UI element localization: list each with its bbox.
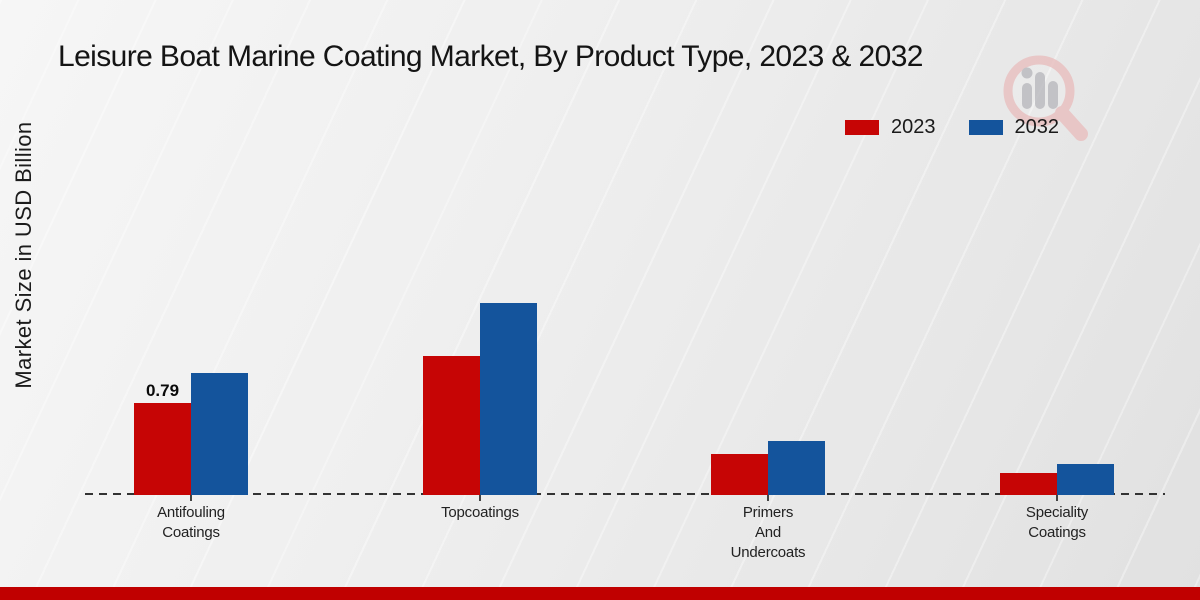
bar-2032-topcoatings[interactable] (480, 303, 537, 495)
category-label-antifouling-coatings: Antifouling Coatings (157, 504, 225, 541)
bar-2023-antifouling-coatings[interactable] (134, 403, 191, 495)
footer-accent-bar (0, 587, 1200, 600)
bar-2023-speciality-coatings[interactable] (1000, 473, 1057, 495)
bar-2032-speciality-coatings[interactable] (1057, 464, 1114, 495)
category-label-primers-and-undercoats: Primers And Undercoats (730, 504, 806, 561)
legend-swatch-2023-icon (845, 120, 879, 135)
bar-2023-primers-and-undercoats[interactable] (711, 454, 768, 495)
legend-item-2032[interactable]: 2032 (968, 116, 1060, 139)
legend-label-2032: 2032 (1014, 116, 1060, 138)
legend: 2023 2032 (845, 116, 1059, 139)
legend-swatch-2032-icon (968, 120, 1003, 135)
x-axis-tick-speciality-coatings (1056, 495, 1058, 501)
bar-2032-primers-and-undercoats[interactable] (768, 441, 825, 495)
x-axis-tick-antifouling-coatings (190, 495, 192, 501)
bar-2023-topcoatings[interactable] (423, 356, 480, 495)
legend-label-2023: 2023 (891, 116, 936, 138)
x-axis-line (85, 493, 1165, 495)
category-label-topcoatings: Topcoatings (441, 504, 519, 521)
bar-2032-antifouling-coatings[interactable] (191, 373, 248, 495)
x-axis-tick-primers-and-undercoats (767, 495, 769, 501)
legend-item-2023[interactable]: 2023 (845, 116, 936, 139)
magnifier-bar-chart-logo-watermark (1003, 55, 1088, 141)
category-label-speciality-coatings: Speciality Coatings (1025, 504, 1089, 541)
chart-title: Leisure Boat Marine Coating Market, By P… (58, 40, 924, 73)
y-axis-label: Market Size in USD Billion (11, 121, 36, 389)
value-label-2023-antifouling-coatings: 0.79 (145, 381, 180, 400)
x-axis-tick-topcoatings (479, 495, 481, 501)
